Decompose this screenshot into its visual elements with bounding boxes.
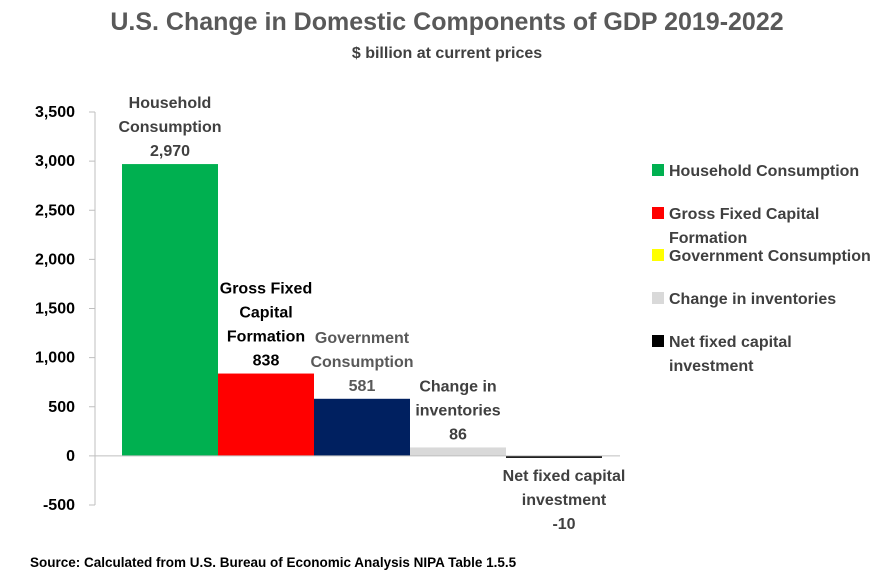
y-tick-label: 3,000 <box>35 153 75 170</box>
legend-swatch-4 <box>652 292 664 304</box>
data-category-label: inventories <box>415 402 500 419</box>
legend-swatch-2 <box>652 207 664 219</box>
legend-label: Government Consumption <box>669 248 871 265</box>
bar-5 <box>506 455 602 458</box>
bar-4 <box>410 447 506 456</box>
data-category-label: Capital <box>239 305 292 322</box>
data-category-label: Consumption <box>118 119 221 136</box>
y-tick-label: -500 <box>43 497 75 514</box>
data-category-label: Government <box>315 330 410 347</box>
bar-3 <box>314 398 410 456</box>
y-tick-label: 1,000 <box>35 350 75 367</box>
legend-swatch-1 <box>652 164 664 176</box>
chart-title: U.S. Change in Domestic Components of GD… <box>110 8 783 36</box>
y-tick-label: 500 <box>48 399 75 416</box>
y-tick-label: 0 <box>66 448 75 465</box>
plot-area: -500 0 500 1,000 1,500 2,000 2,500 3,000 3,500 Ho… <box>35 95 625 533</box>
y-tick-label: 2,500 <box>35 202 75 219</box>
data-value-label: 838 <box>253 353 280 370</box>
source-note: Source: Calculated from U.S. Bureau of E… <box>30 555 517 570</box>
data-category-label: Household <box>129 95 212 112</box>
data-category-label: Change in <box>419 378 496 395</box>
data-value-label: -10 <box>552 516 575 533</box>
data-value-label: 581 <box>349 378 376 395</box>
legend-label: Net fixed capital <box>669 334 792 351</box>
data-category-label: Consumption <box>310 354 413 371</box>
y-tick-label: 3,500 <box>35 104 75 121</box>
data-category-label: Net fixed capital <box>503 468 626 485</box>
data-value-label: 86 <box>449 426 467 443</box>
y-tick-label: 2,000 <box>35 251 75 268</box>
legend-label: Change in inventories <box>669 291 836 308</box>
legend: Household Consumption Gross Fixed Capital… <box>652 163 871 375</box>
legend-swatch-5 <box>652 335 664 347</box>
legend-label: Formation <box>669 230 747 247</box>
legend-label: Household Consumption <box>669 163 859 180</box>
data-category-label: Gross Fixed <box>220 281 312 298</box>
legend-label: Gross Fixed Capital <box>669 206 819 223</box>
y-tick-label: 1,500 <box>35 301 75 318</box>
legend-label: investment <box>669 358 754 375</box>
bar-1 <box>122 164 218 456</box>
data-value-label: 2,970 <box>150 143 190 160</box>
chart-subtitle: $ billion at current prices <box>352 45 542 62</box>
bar-2 <box>218 373 314 456</box>
legend-swatch-3 <box>652 249 664 261</box>
data-category-label: investment <box>522 492 607 509</box>
data-category-label: Formation <box>227 329 305 346</box>
